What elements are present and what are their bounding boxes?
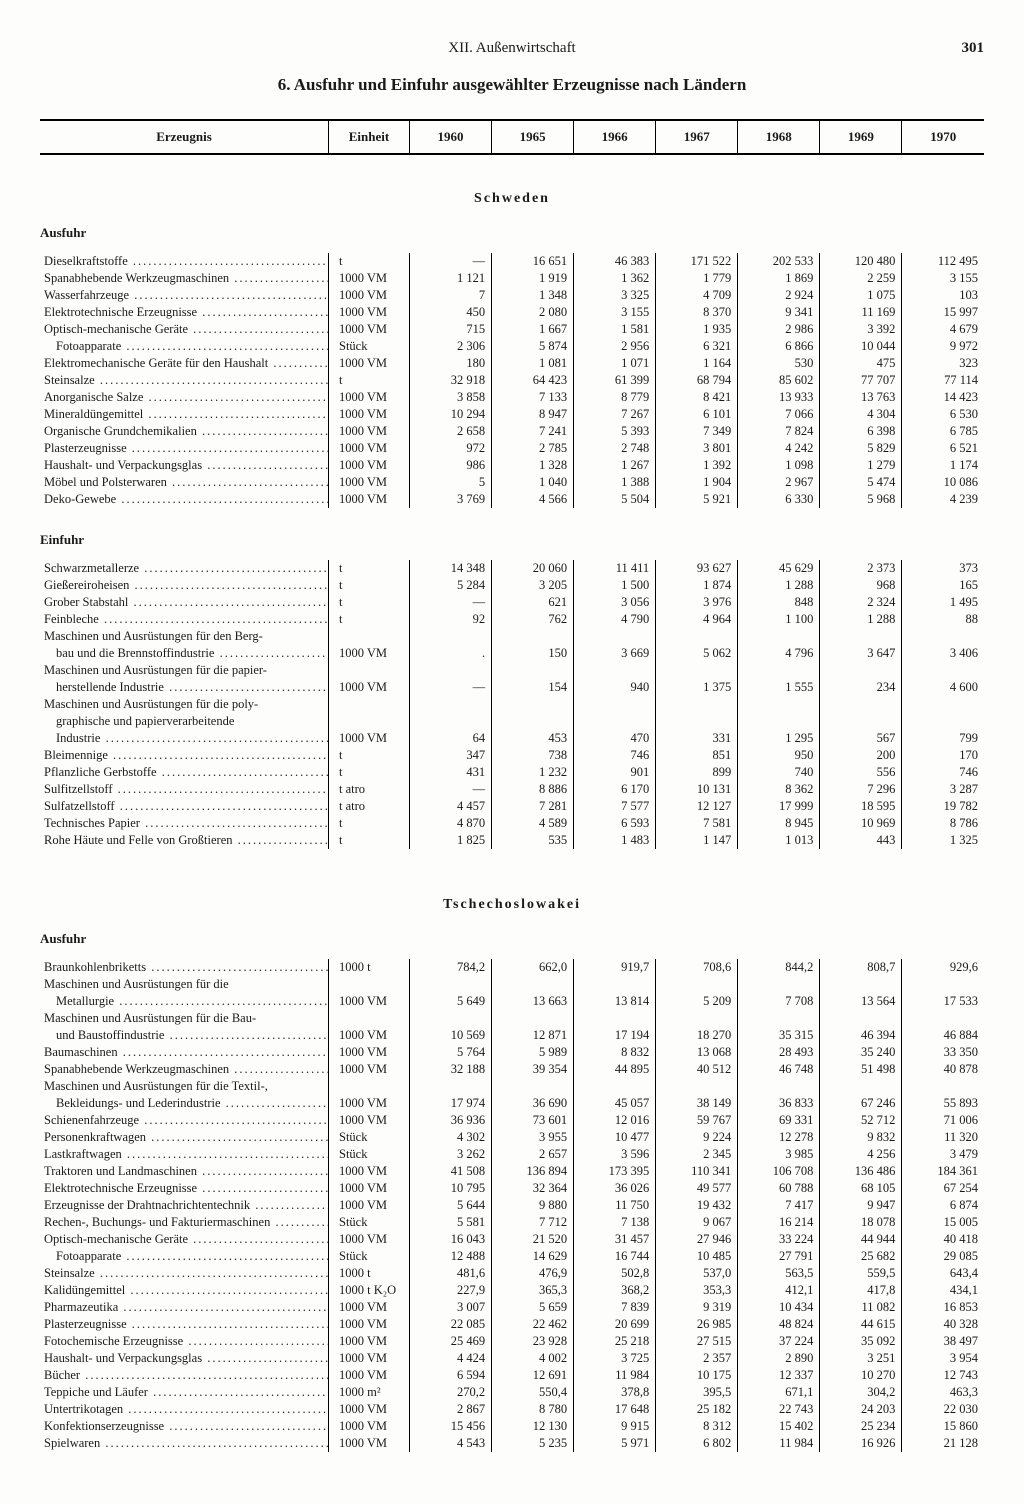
table-row: Haushalt- und Verpackungsglas ..........…: [40, 1350, 984, 1367]
table-row: Maschinen und Ausrüstungen für die: [40, 976, 984, 993]
column-header: 1969: [820, 120, 902, 154]
table-row: Schwarzmetallerze ......................…: [40, 560, 984, 577]
table-row: Schienenfahrzeuge ......................…: [40, 1112, 984, 1129]
table-row: Spielwaren .............................…: [40, 1435, 984, 1452]
table-row: Erzeugnisse der Drahtnachrichtentechnik …: [40, 1197, 984, 1214]
table-row: und Baustoffindustrie ..................…: [40, 1027, 984, 1044]
table-row: graphische und papierverarbeitende: [40, 713, 984, 730]
table-row: Steinsalze .............................…: [40, 1265, 984, 1282]
column-header: 1970: [902, 120, 984, 154]
table-row: Maschinen und Ausrüstungen für die Texti…: [40, 1078, 984, 1095]
table-row: Fotoapparate ...........................…: [40, 338, 984, 355]
table-row: Mineraldüngemittel .....................…: [40, 406, 984, 423]
table-row: Braunkohlenbriketts ....................…: [40, 959, 984, 976]
table-row: Bleimennige ............................…: [40, 747, 984, 764]
table-row: Spanabhebende Werkzeugmaschinen ........…: [40, 1061, 984, 1078]
table-row: Gießereiroheisen .......................…: [40, 577, 984, 594]
chapter-title: XII. Außenwirtschaft: [90, 40, 934, 57]
table-row: Organische Grundchemikalien ............…: [40, 423, 984, 440]
page-number: 301: [934, 40, 984, 57]
table-row: Grober Stabstahl .......................…: [40, 594, 984, 611]
table-row: Plasterzeugnisse .......................…: [40, 1316, 984, 1333]
table-row: Maschinen und Ausrüstungen für die Bau-: [40, 1010, 984, 1027]
table-row: Dieselkraftstoffe ......................…: [40, 253, 984, 270]
table-row: Bücher .................................…: [40, 1367, 984, 1384]
table-row: Elektromechanische Geräte für den Hausha…: [40, 355, 984, 372]
table-row: Bekleidungs- und Lederindustrie ........…: [40, 1095, 984, 1112]
table-row: Steinsalze .............................…: [40, 372, 984, 389]
column-header: 1967: [656, 120, 738, 154]
table-row: Optisch-mechanische Geräte .............…: [40, 321, 984, 338]
table-row: Fotoapparate ...........................…: [40, 1248, 984, 1265]
table-row: Anorganische Salze .....................…: [40, 389, 984, 406]
section-title: 6. Ausfuhr und Einfuhr ausgewählter Erze…: [40, 75, 984, 95]
column-header: 1965: [492, 120, 574, 154]
column-header: 1966: [574, 120, 656, 154]
table-row: Sulfatzellstoff ........................…: [40, 798, 984, 815]
table-row: Rohe Häute und Felle von Großtieren ....…: [40, 832, 984, 849]
table-row: Elektrotechnische Erzeugnisse ..........…: [40, 304, 984, 321]
table-row: Pharmazeutika ..........................…: [40, 1299, 984, 1316]
table-row: Maschinen und Ausrüstungen für die papie…: [40, 662, 984, 679]
table-row: Rechen-, Buchungs- und Fakturiermaschine…: [40, 1214, 984, 1231]
table-row: Kalidüngemittel ........................…: [40, 1282, 984, 1299]
data-table: ErzeugnisEinheit196019651966196719681969…: [40, 119, 984, 1464]
table-row: Optisch-mechanische Geräte .............…: [40, 1231, 984, 1248]
table-row: Maschinen und Ausrüstungen für den Berg-: [40, 628, 984, 645]
table-row: Sulfitzellstoff ........................…: [40, 781, 984, 798]
table-row: Baumaschinen ...........................…: [40, 1044, 984, 1061]
table-row: Plasterzeugnisse .......................…: [40, 440, 984, 457]
table-row: Teppiche und Läufer ....................…: [40, 1384, 984, 1401]
column-header: 1960: [410, 120, 492, 154]
table-row: herstellende Industrie .................…: [40, 679, 984, 696]
table-row: bau und die Brennstoffindustrie ........…: [40, 645, 984, 662]
table-row: Technisches Papier .....................…: [40, 815, 984, 832]
table-row: Elektrotechnische Erzeugnisse ..........…: [40, 1180, 984, 1197]
table-row: Deko-Gewebe ............................…: [40, 491, 984, 508]
table-row: Personenkraftwagen .....................…: [40, 1129, 984, 1146]
table-row: Metallurgie ............................…: [40, 993, 984, 1010]
table-row: Spanabhebende Werkzeugmaschinen ........…: [40, 270, 984, 287]
table-row: Konfektionserzeugnisse .................…: [40, 1418, 984, 1435]
table-row: Maschinen und Ausrüstungen für die poly-: [40, 696, 984, 713]
table-row: Fotochemische Erzeugnisse ..............…: [40, 1333, 984, 1350]
table-row: Feinbleche .............................…: [40, 611, 984, 628]
column-header: 1968: [738, 120, 820, 154]
table-row: Pflanzliche Gerbstoffe .................…: [40, 764, 984, 781]
table-row: Haushalt- und Verpackungsglas ..........…: [40, 457, 984, 474]
table-row: Lastkraftwagen .........................…: [40, 1146, 984, 1163]
table-row: Untertrikotagen ........................…: [40, 1401, 984, 1418]
table-row: Möbel und Polsterwaren .................…: [40, 474, 984, 491]
column-header: Erzeugnis: [40, 120, 329, 154]
table-row: Wasserfahrzeuge ........................…: [40, 287, 984, 304]
table-row: Industrie ..............................…: [40, 730, 984, 747]
column-header: Einheit: [329, 120, 410, 154]
table-row: Traktoren und Landmaschinen ............…: [40, 1163, 984, 1180]
